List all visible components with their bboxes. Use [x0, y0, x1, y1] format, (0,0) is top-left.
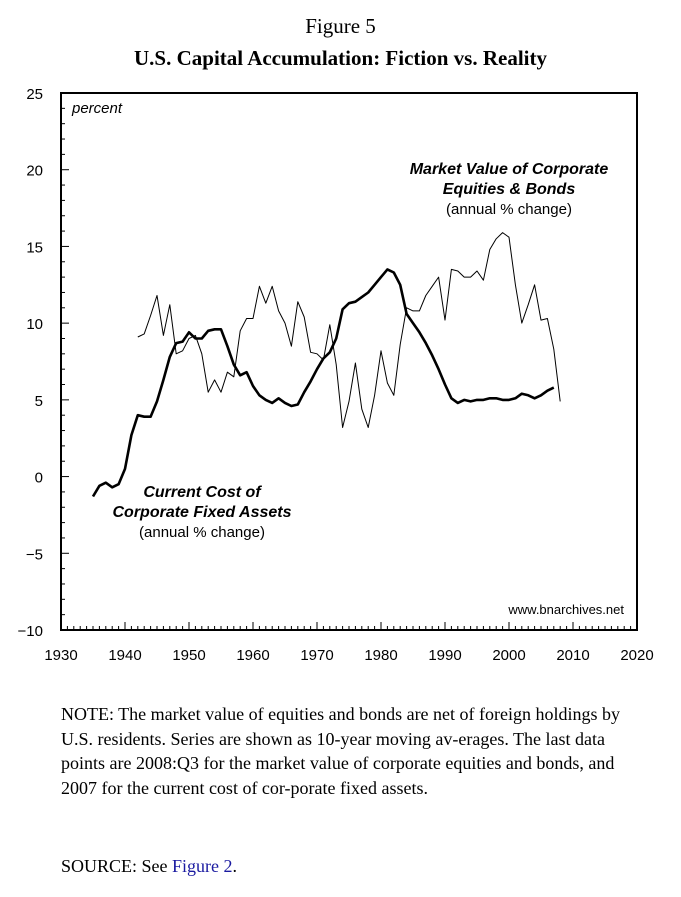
chart-title: U.S. Capital Accumulation: Fiction vs. R…	[134, 46, 547, 70]
x-tick-label: 1990	[428, 647, 461, 664]
x-tick-label: 1940	[108, 647, 141, 664]
assets-series-line	[91, 268, 555, 498]
y-axis-unit-label: percent	[71, 100, 123, 117]
market-label-sub: (annual % change)	[446, 201, 572, 218]
x-tick-label: 1970	[300, 647, 333, 664]
note-text: NOTE: The market value of equities and b…	[61, 704, 621, 798]
x-axis: 1930 1940 1950 1960 1970 1980 1990 2000 2010 2020	[44, 622, 654, 664]
assets-label-line-2: Corporate Fixed Assets	[112, 504, 291, 521]
x-tick-label: 1930	[44, 647, 77, 664]
source-suffix: .	[232, 856, 238, 876]
x-tick-label: 2000	[492, 647, 525, 664]
y-axis: 25 20 15 10 5 0 −5 −10	[18, 86, 69, 640]
market-series-label: Market Value of Corporate Equities & Bon…	[410, 161, 609, 218]
market-label-line-2: Equities & Bonds	[443, 181, 576, 198]
market-label-line-1: Market Value of Corporate	[410, 161, 609, 178]
x-tick-label: 2020	[620, 647, 653, 664]
assets-series-label: Current Cost of Corporate Fixed Assets (…	[112, 484, 291, 541]
plot-frame	[60, 92, 638, 631]
source-link[interactable]: Figure 2	[172, 856, 233, 876]
watermark: www.bnarchives.net	[507, 602, 624, 617]
y-tick-label: 15	[26, 239, 43, 256]
x-tick-label: 1950	[172, 647, 205, 664]
figure-label: Figure 5	[305, 14, 376, 38]
assets-label-line-1: Current Cost of	[143, 484, 262, 501]
x-tick-label: 1960	[236, 647, 269, 664]
y-tick-label: 0	[35, 470, 43, 487]
assets-label-sub: (annual % change)	[139, 524, 265, 541]
y-tick-label: −5	[26, 546, 43, 563]
y-tick-label: 5	[35, 393, 43, 410]
market-series	[137, 232, 561, 428]
y-tick-label: 20	[26, 163, 43, 180]
source-prefix: SOURCE: See	[61, 856, 173, 876]
x-tick-label: 1980	[364, 647, 397, 664]
x-tick-label: 2010	[556, 647, 589, 664]
y-tick-label: 10	[26, 316, 43, 333]
source-line: SOURCE: See Figure 2.	[61, 856, 237, 877]
series-group	[91, 232, 561, 498]
y-tick-label: −10	[18, 623, 43, 640]
line-chart: 25 20 15 10 5 0 −5 −10 1930 1940 1950 1960 1970 1980…	[18, 86, 654, 664]
y-tick-label: 25	[26, 86, 43, 103]
assets-series	[91, 268, 555, 498]
market-series-line	[137, 232, 561, 428]
